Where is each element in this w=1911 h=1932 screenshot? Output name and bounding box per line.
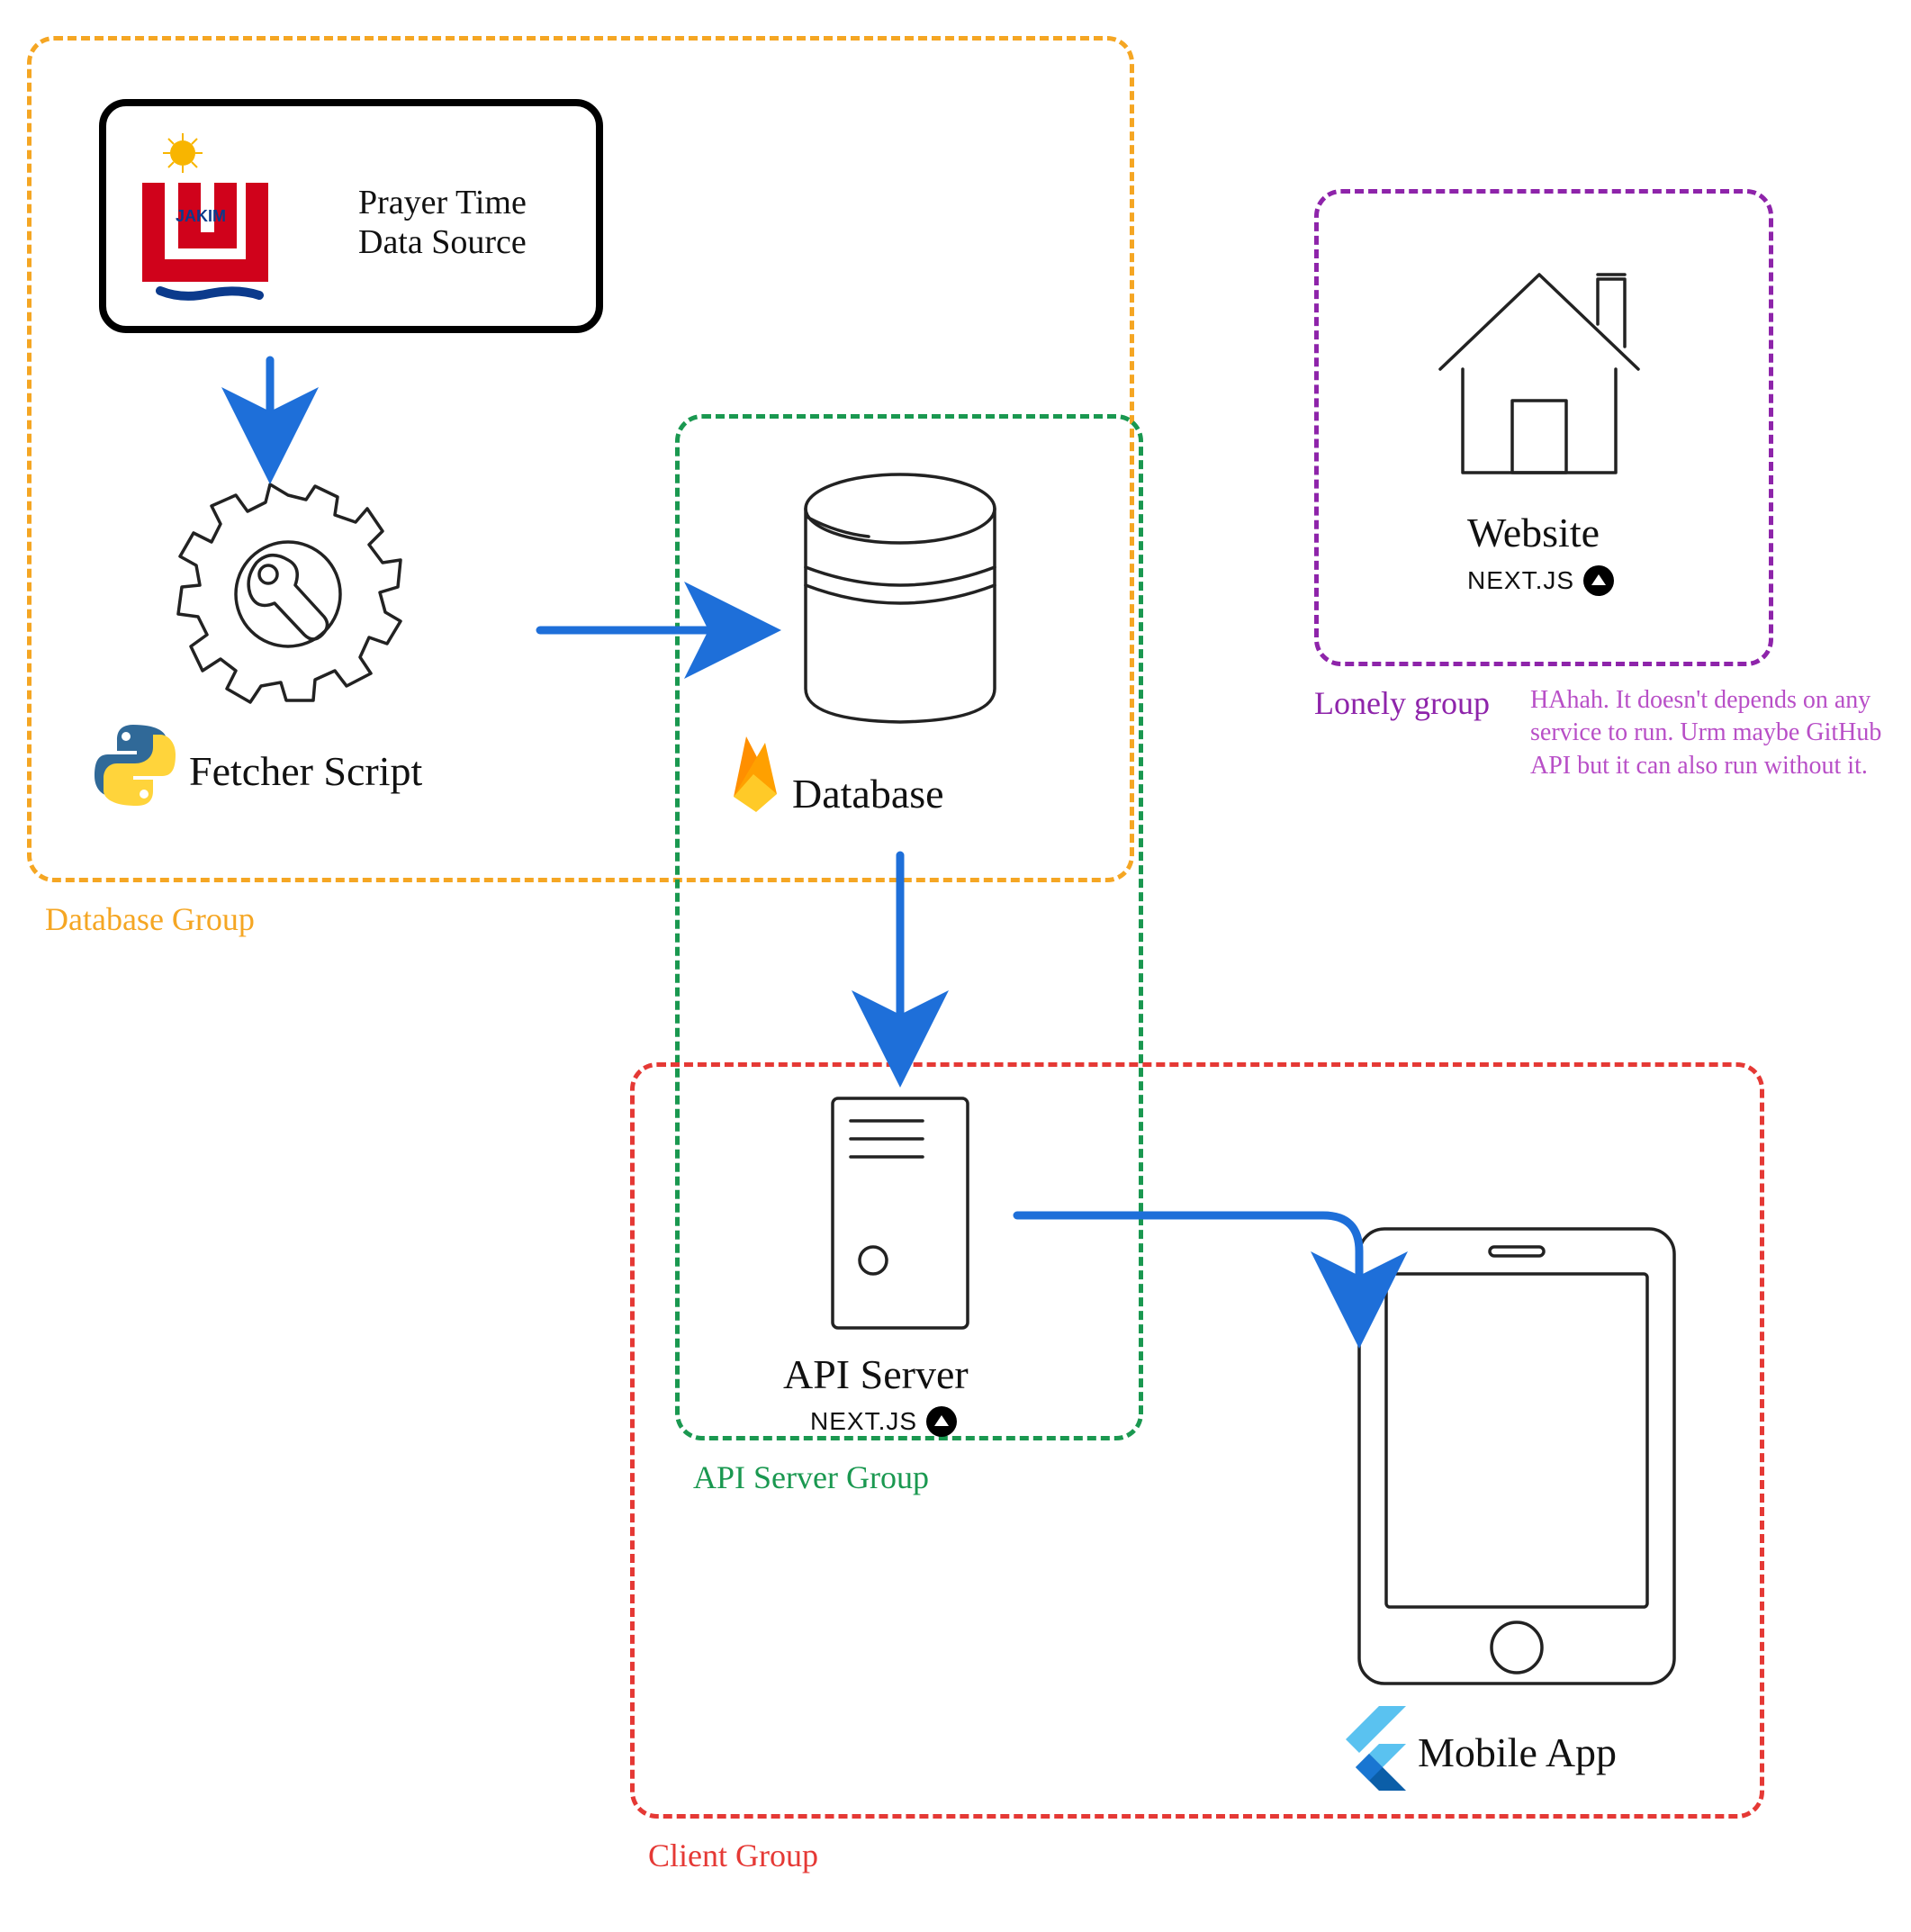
diagram-canvas: Database Group API Server Group Client G…	[0, 0, 1911, 1932]
lonely-group-label: Lonely group	[1314, 684, 1490, 722]
house-icon	[1404, 225, 1674, 495]
firebase-icon	[725, 729, 788, 815]
lonely-group-annotation: HAhah. It doesn't depends on any service…	[1530, 684, 1890, 782]
flutter-icon	[1341, 1706, 1409, 1792]
api-server-label: API Server	[783, 1350, 969, 1398]
database-label: Database	[792, 770, 944, 817]
website-tech-badge: NEXT.JS	[1467, 565, 1614, 596]
jakim-logo-icon: JAKIM	[129, 133, 309, 313]
database-icon	[783, 468, 1017, 738]
fetcher-label: Fetcher Script	[189, 747, 422, 795]
datasource-label-line1: Prayer Time	[358, 183, 527, 222]
server-icon	[819, 1089, 981, 1341]
datasource-node: JAKIM Prayer Time Data Source	[99, 99, 603, 333]
python-icon	[90, 720, 180, 810]
nextjs-text-website: NEXT.JS	[1467, 566, 1574, 595]
database-group-label: Database Group	[45, 900, 255, 938]
datasource-label-line2: Data Source	[358, 222, 527, 262]
jakim-logo-text: JAKIM	[176, 207, 226, 225]
gear-wrench-icon	[171, 477, 405, 711]
mobile-icon	[1341, 1215, 1701, 1702]
mobile-label: Mobile App	[1418, 1729, 1617, 1776]
nextjs-text: NEXT.JS	[810, 1407, 917, 1436]
client-group-label: Client Group	[648, 1837, 818, 1874]
vercel-triangle-icon-website	[1583, 565, 1614, 596]
website-label: Website	[1467, 509, 1600, 556]
api-server-tech-badge: NEXT.JS	[810, 1406, 957, 1437]
vercel-triangle-icon	[926, 1406, 957, 1437]
